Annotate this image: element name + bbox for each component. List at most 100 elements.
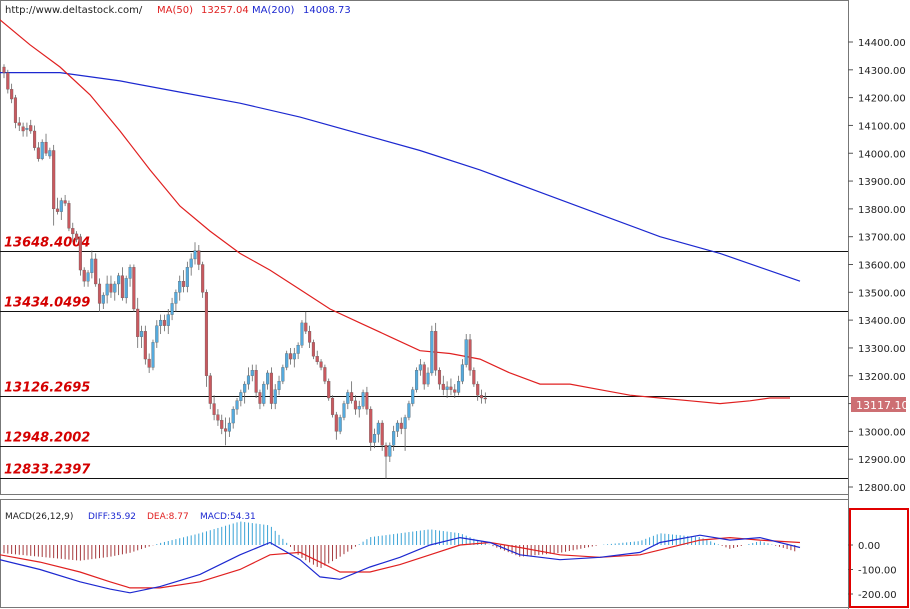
candle-body bbox=[353, 400, 357, 410]
candle-body bbox=[143, 331, 147, 360]
price-tick-label: 14100.00 bbox=[858, 121, 906, 132]
price-tick-label: 13700.00 bbox=[858, 233, 906, 244]
current-price-tag bbox=[851, 397, 906, 412]
ma200-value: 14008.73 bbox=[303, 5, 351, 16]
macd-dea-line bbox=[0, 536, 801, 589]
candle-body bbox=[250, 370, 254, 376]
candle-body bbox=[319, 361, 323, 368]
price-tick-label: 14400.00 bbox=[858, 38, 906, 49]
candle-body bbox=[33, 130, 37, 148]
price-tick-label: 13400.00 bbox=[858, 316, 906, 327]
candle-body bbox=[369, 408, 373, 443]
candle-body bbox=[323, 367, 327, 382]
candle-body bbox=[55, 208, 60, 212]
candle-body bbox=[445, 386, 449, 390]
candle-body bbox=[6, 72, 10, 90]
candle-body bbox=[29, 125, 33, 132]
candle-body bbox=[449, 386, 453, 390]
candle-body bbox=[399, 422, 403, 429]
candle-body bbox=[151, 342, 155, 368]
candle-body bbox=[342, 403, 346, 418]
price-tick-label: 13500.00 bbox=[858, 288, 906, 299]
candle-body bbox=[201, 264, 205, 293]
candle-body bbox=[277, 381, 281, 390]
candle-body bbox=[426, 372, 430, 385]
candle-body bbox=[2, 66, 6, 73]
candle-body bbox=[372, 434, 377, 443]
macd-tick-label: -200.00 bbox=[858, 590, 897, 601]
candle-body bbox=[380, 422, 384, 446]
level-label: 12948.2002 bbox=[4, 431, 90, 446]
candle-body bbox=[36, 147, 40, 159]
candle-body bbox=[136, 308, 140, 337]
level-label: 13648.4004 bbox=[4, 236, 90, 251]
candle-body bbox=[193, 250, 197, 260]
candle-body bbox=[120, 275, 124, 299]
candle-body bbox=[311, 342, 315, 357]
candle-body bbox=[403, 417, 407, 429]
candle-body bbox=[468, 339, 472, 371]
candle-body bbox=[109, 283, 113, 293]
candle-body bbox=[415, 370, 419, 390]
candle-body bbox=[124, 278, 128, 299]
price-tick-label: 14200.00 bbox=[858, 94, 906, 105]
price-tick-label: 12800.00 bbox=[858, 483, 906, 494]
candle-body bbox=[472, 370, 476, 385]
candle-body bbox=[82, 269, 86, 282]
candle-body bbox=[479, 395, 484, 399]
price-tick-label: 14300.00 bbox=[858, 66, 906, 77]
candle-body bbox=[457, 381, 461, 393]
price-tick-label: 13200.00 bbox=[858, 372, 906, 383]
candle-body bbox=[67, 203, 71, 229]
candle-body bbox=[10, 89, 14, 100]
current-price: 13117.10 bbox=[856, 399, 909, 412]
candle-body bbox=[231, 408, 235, 424]
level-label: 13126.2695 bbox=[4, 381, 90, 396]
candle-body bbox=[476, 383, 480, 396]
candle-body bbox=[139, 331, 144, 337]
macd-histogram bbox=[3, 521, 796, 568]
candle-body bbox=[128, 267, 132, 279]
candle-body bbox=[101, 294, 105, 304]
candle-body bbox=[235, 400, 239, 410]
candle-body bbox=[48, 150, 52, 157]
candle-body bbox=[453, 389, 457, 393]
candle-body bbox=[52, 150, 56, 210]
candle-body bbox=[170, 303, 174, 315]
candle-body bbox=[365, 392, 369, 410]
macd-axis-highlight bbox=[849, 508, 909, 608]
price-tick-label: 12900.00 bbox=[858, 455, 906, 466]
candle-body bbox=[159, 319, 163, 326]
candle-body bbox=[254, 370, 258, 393]
candle-body bbox=[483, 397, 487, 400]
candle-body bbox=[262, 383, 266, 404]
candle-body bbox=[239, 392, 243, 401]
candle-body bbox=[147, 358, 151, 368]
candle-body bbox=[361, 392, 365, 407]
price-axis: 14400.00 14300.00 14200.00 14100.00 14000.00… bbox=[848, 38, 906, 494]
candle-body bbox=[17, 122, 21, 126]
candle-body bbox=[269, 372, 273, 404]
candle-body bbox=[422, 364, 426, 385]
candle-body bbox=[281, 367, 285, 382]
candle-body bbox=[132, 267, 136, 310]
candle-body bbox=[227, 422, 231, 432]
candle-body bbox=[117, 275, 121, 285]
candle-body bbox=[63, 200, 67, 204]
macd-value-label: MACD:54.31 bbox=[200, 512, 256, 522]
source-url: http://www.deltastock.com/ bbox=[5, 5, 143, 16]
candle-body bbox=[460, 364, 464, 382]
support-resistance-levels: 13648.4004 13434.0499 13126.2695 12948.2002… bbox=[0, 236, 848, 479]
price-tick-label: 13800.00 bbox=[858, 205, 906, 216]
candle-body bbox=[94, 258, 98, 285]
candle-body bbox=[273, 389, 277, 404]
macd-dea-label: DEA:8.77 bbox=[147, 512, 189, 522]
candle-body bbox=[285, 353, 289, 368]
ma50-value: 13257.04 bbox=[201, 5, 249, 16]
level-label: 13434.0499 bbox=[4, 296, 90, 311]
candle-body bbox=[464, 339, 468, 365]
candle-body bbox=[418, 364, 422, 371]
macd-tick-label: 0.00 bbox=[858, 541, 880, 552]
price-tick-label: 14000.00 bbox=[858, 149, 906, 160]
candle-body bbox=[155, 325, 159, 343]
